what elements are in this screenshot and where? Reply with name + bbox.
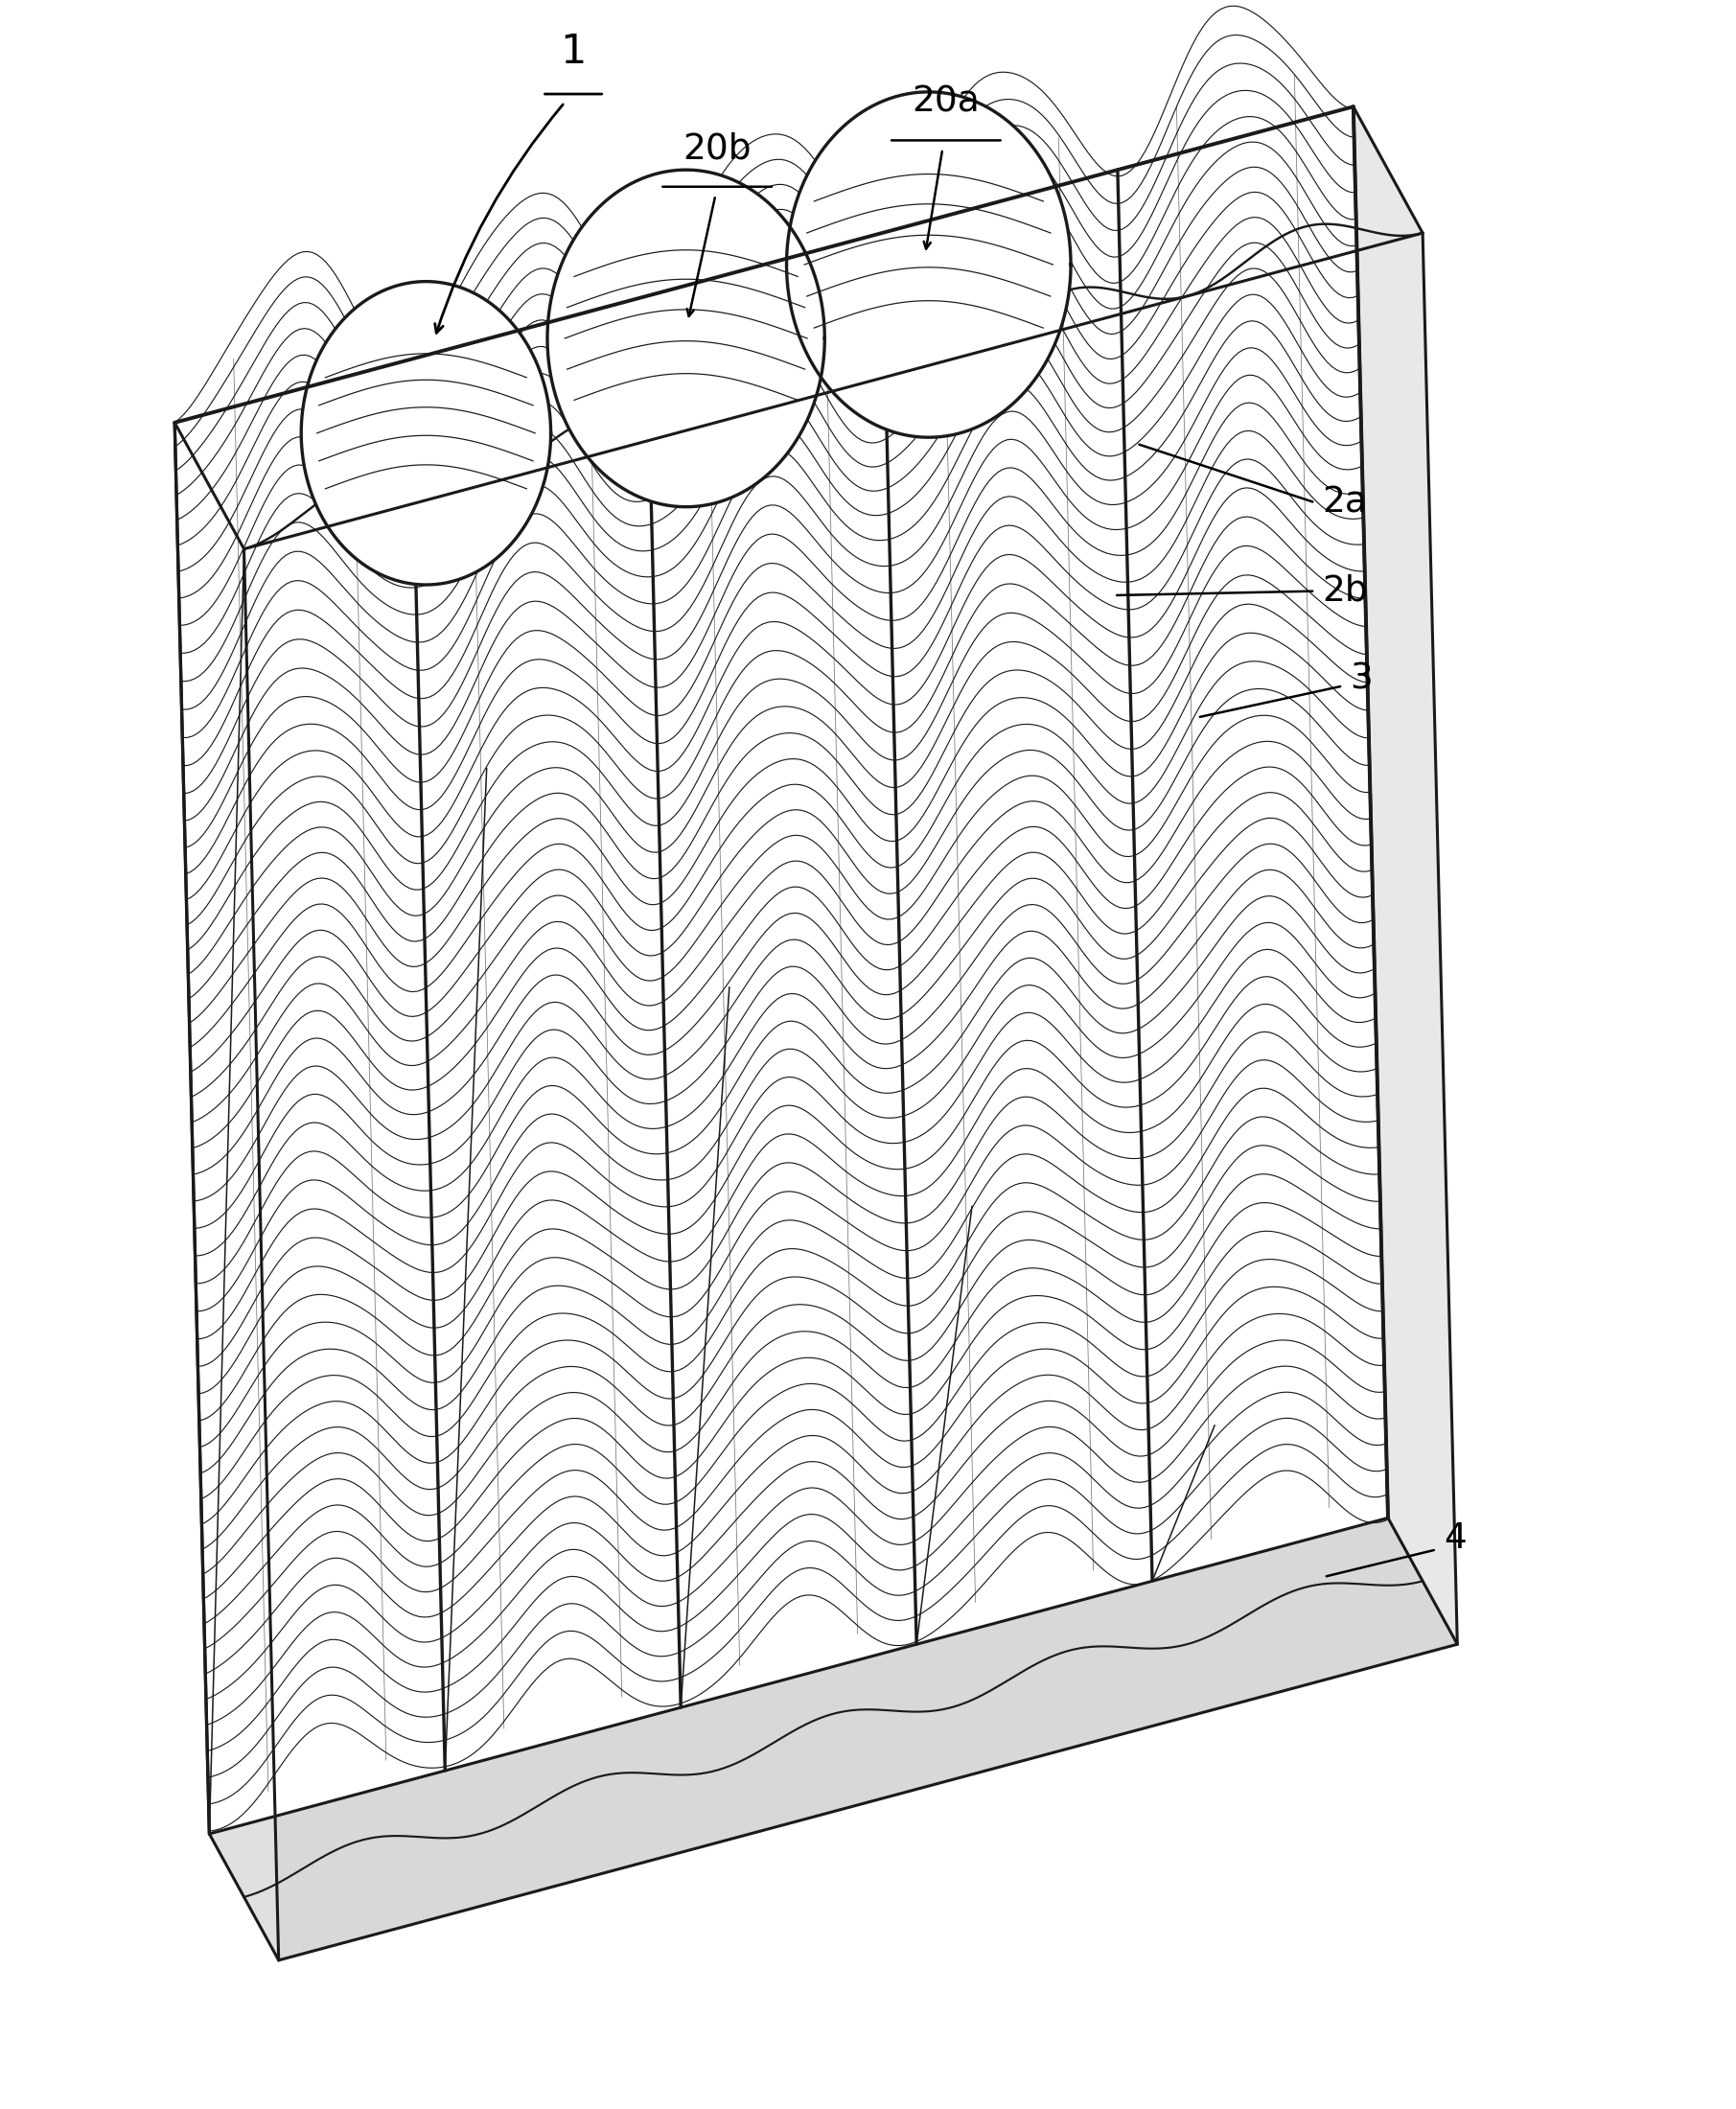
Polygon shape (547, 171, 825, 506)
Text: 2a: 2a (1323, 485, 1366, 521)
Text: 1: 1 (561, 32, 587, 72)
Polygon shape (175, 108, 1389, 1835)
Text: 20b: 20b (682, 131, 752, 167)
Polygon shape (786, 93, 1071, 437)
Polygon shape (210, 1518, 1457, 1959)
Text: 4: 4 (1443, 1523, 1467, 1556)
Text: 20a: 20a (911, 84, 979, 120)
Polygon shape (175, 422, 279, 1959)
Polygon shape (302, 280, 550, 584)
Polygon shape (1354, 108, 1457, 1645)
Text: 3: 3 (1351, 662, 1373, 696)
Text: 2b: 2b (1323, 574, 1368, 607)
